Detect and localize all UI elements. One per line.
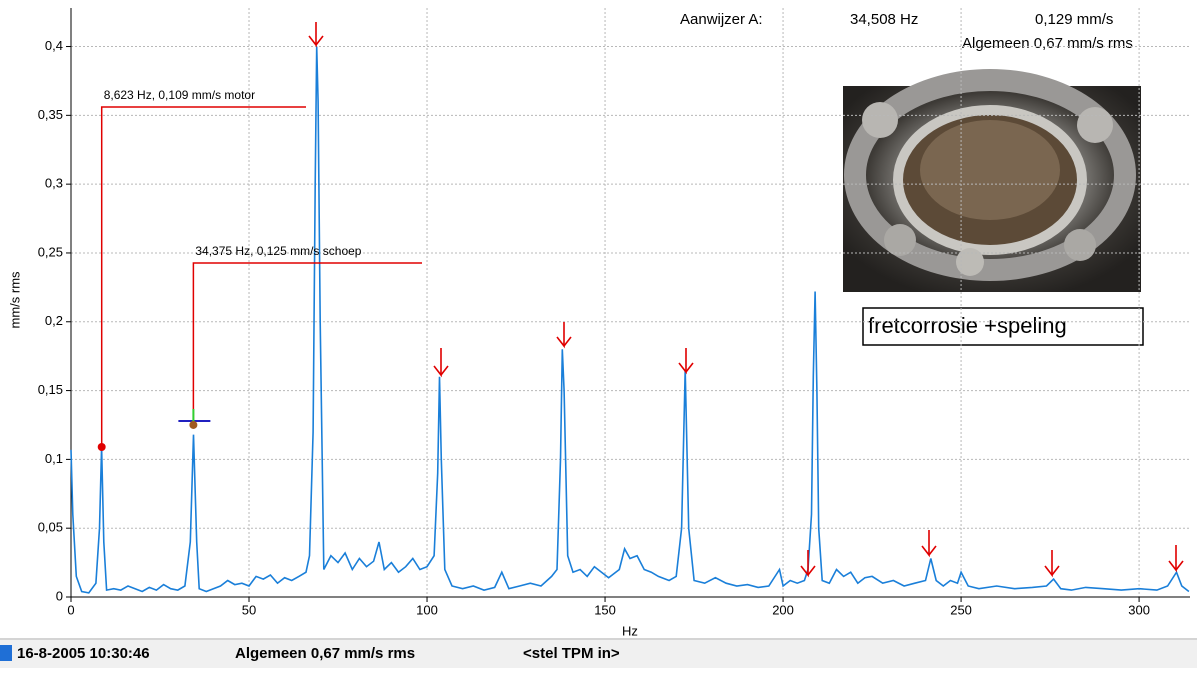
marker-label: 34,375 Hz, 0,125 mm/s schoep: [195, 244, 361, 258]
cursor-overall: Algemeen 0,67 mm/s rms: [962, 35, 1133, 52]
marker-point: [189, 420, 198, 429]
marker-bracket: [100, 106, 306, 447]
peak-arrow-head: [928, 545, 937, 556]
y-tick-label: 0,05: [38, 520, 63, 535]
peak-arrow-head: [807, 565, 816, 576]
peak-arrow: [678, 348, 687, 375]
peak-arrow: [1044, 550, 1053, 578]
x-axis-label: Hz: [622, 623, 638, 638]
caption-box: [862, 307, 1144, 346]
y-tick-label: 0,3: [45, 176, 63, 191]
peak-arrow: [308, 22, 317, 48]
x-tick-label: 100: [416, 602, 438, 617]
peak-arrow: [921, 530, 930, 558]
y-tick-label: 0,35: [38, 107, 63, 122]
x-tick-label: 150: [594, 602, 616, 617]
peak-arrow-head: [315, 35, 324, 46]
y-tick-label: 0: [56, 588, 63, 603]
x-tick-label: 250: [950, 602, 972, 617]
marker-point: [97, 442, 106, 451]
peak-arrow: [433, 348, 442, 378]
spectrum-line: [70, 46, 1190, 594]
status-bar: [0, 640, 1197, 668]
cursor-y: 0,129 mm/s: [1035, 11, 1113, 28]
x-tick-label: 50: [242, 602, 256, 617]
x-tick-label: 200: [772, 602, 794, 617]
x-tick-label: 300: [1128, 602, 1150, 617]
peak-arrow: [1168, 545, 1177, 573]
y-tick-label: 0,4: [45, 38, 63, 53]
y-axis-label: mm/s rms: [7, 271, 22, 329]
peak-arrow-head: [1051, 565, 1060, 576]
photo: [843, 69, 1141, 292]
status-overall: Algemeen 0,67 mm/s rms: [235, 645, 415, 662]
marker-label: 8,623 Hz, 0,109 mm/s motor: [104, 88, 255, 102]
cursor-x: 34,508 Hz: [850, 11, 918, 28]
photo-caption: fretcorrosie +speling: [868, 313, 1067, 338]
cursor-label: Aanwijzer A:: [680, 11, 763, 28]
x-tick-label: 0: [67, 602, 74, 617]
y-tick-label: 0,1: [45, 451, 63, 466]
status-tpm[interactable]: <stel TPM in>: [523, 645, 620, 662]
status-icon: [0, 645, 12, 661]
status-date: 16-8-2005 10:30:46: [17, 645, 150, 662]
y-tick-label: 0,15: [38, 382, 63, 397]
peak-arrow-head: [1175, 560, 1184, 571]
marker-bracket: [192, 262, 422, 425]
y-tick-label: 0,2: [45, 313, 63, 328]
peak-arrow-head: [440, 365, 449, 376]
peak-arrow-head: [685, 362, 694, 373]
y-tick-label: 0,25: [38, 244, 63, 259]
peak-arrow: [556, 322, 565, 349]
peak-arrow-head: [563, 336, 572, 347]
